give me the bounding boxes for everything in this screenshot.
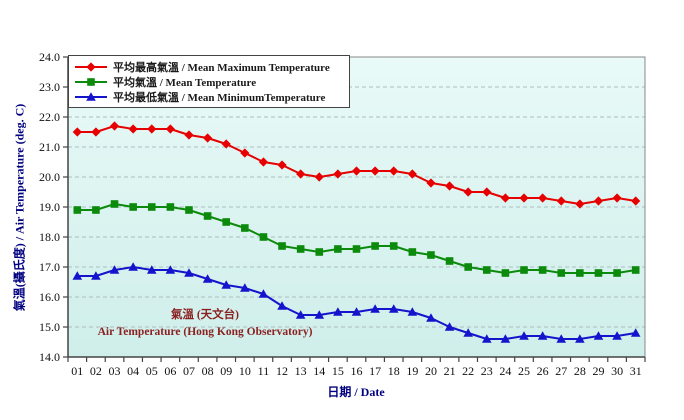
y-tick-label: 22.0 <box>39 110 60 124</box>
y-tick-label: 15.0 <box>39 320 60 334</box>
x-tick-label: 06 <box>164 364 176 378</box>
annotation-line-english: Air Temperature (Hong Kong Observatory) <box>97 326 313 338</box>
x-tick-label: 20 <box>425 364 437 378</box>
x-tick-label: 17 <box>369 364 381 378</box>
x-tick-label: 08 <box>202 364 214 378</box>
x-tick-label: 22 <box>462 364 474 378</box>
x-tick-label: 31 <box>630 364 642 378</box>
x-tick-label: 30 <box>611 364 623 378</box>
chart-annotation: 氣溫 (天文台) Air Temperature (Hong Kong Obse… <box>75 307 335 341</box>
y-tick-label: 16.0 <box>39 290 60 304</box>
x-tick-label: 24 <box>499 364 511 378</box>
y-tick-label: 18.0 <box>39 230 60 244</box>
x-tick-label: 05 <box>146 364 158 378</box>
x-tick-label: 04 <box>127 364 139 378</box>
x-tick-label: 12 <box>276 364 288 378</box>
x-tick-label: 23 <box>481 364 493 378</box>
legend-item-mean-minimum-temperature: 平均最低氣溫 / Mean MinimumTemperature <box>73 89 343 104</box>
series-mean-maximum <box>72 121 641 209</box>
square-marker-icon <box>75 77 107 86</box>
y-axis-ticks: 14.0 15.0 16.0 17.0 18.0 19.0 20.0 21.0 22.0 23.0… <box>39 50 68 364</box>
y-tick-label: 17.0 <box>39 260 60 274</box>
x-tick-label: 03 <box>109 364 121 378</box>
x-tick-label: 02 <box>90 364 102 378</box>
series-mean <box>73 200 640 277</box>
x-tick-label: 29 <box>592 364 604 378</box>
x-tick-label: 13 <box>295 364 307 378</box>
y-tick-label: 23.0 <box>39 80 60 94</box>
diamond-marker-icon <box>75 61 107 72</box>
legend-item-mean-temperature: 平均氣溫 / Mean Temperature <box>73 74 343 89</box>
y-axis-title: 氣溫(攝氏度) / Air Temperature (deg. C) <box>12 103 27 312</box>
x-tick-label: 26 <box>537 364 549 378</box>
y-tick-label: 14.0 <box>39 350 60 364</box>
y-tick-label: 24.0 <box>39 50 60 64</box>
legend-label: 平均氣溫 / Mean Temperature <box>113 76 257 89</box>
x-tick-label: 11 <box>258 364 270 378</box>
x-tick-label: 16 <box>351 364 363 378</box>
series-mean-minimum <box>72 262 641 343</box>
triangle-up-marker-icon <box>75 91 107 101</box>
x-tick-label: 19 <box>406 364 418 378</box>
x-tick-label: 15 <box>332 364 344 378</box>
x-tick-label: 07 <box>183 364 195 378</box>
x-tick-label: 25 <box>518 364 530 378</box>
legend-label: 平均最高氣溫 / Mean Maximum Temperature <box>113 61 330 74</box>
y-tick-label: 19.0 <box>39 200 60 214</box>
x-tick-label: 10 <box>239 364 251 378</box>
x-tick-label: 14 <box>313 364 325 378</box>
chart-legend: 平均最高氣溫 / Mean Maximum Temperature 平均氣溫 / … <box>68 55 350 108</box>
legend-item-mean-maximum-temperature: 平均最高氣溫 / Mean Maximum Temperature <box>73 59 343 74</box>
x-axis-title: 日期 / Date <box>327 385 385 399</box>
x-tick-label: 28 <box>574 364 586 378</box>
gridlines <box>68 86 645 328</box>
y-tick-label: 21.0 <box>39 140 60 154</box>
annotation-line-chinese: 氣溫 (天文台) <box>170 309 240 321</box>
y-tick-label: 20.0 <box>39 170 60 184</box>
legend-label: 平均最低氣溫 / Mean MinimumTemperature <box>113 91 326 104</box>
x-tick-label: 21 <box>444 364 456 378</box>
x-tick-label: 09 <box>220 364 232 378</box>
x-tick-label: 01 <box>71 364 83 378</box>
x-tick-label: 27 <box>555 364 567 378</box>
x-tick-label: 18 <box>388 364 400 378</box>
x-axis-ticks: 01 02 03 04 05 06 07 08 09 10 11 12 13 14 15 16 17 18 19 20… <box>67 357 646 378</box>
